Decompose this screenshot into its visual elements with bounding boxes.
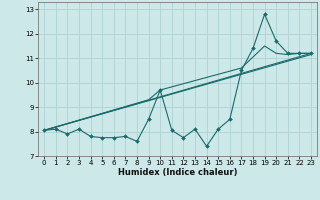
X-axis label: Humidex (Indice chaleur): Humidex (Indice chaleur) [118,168,237,177]
